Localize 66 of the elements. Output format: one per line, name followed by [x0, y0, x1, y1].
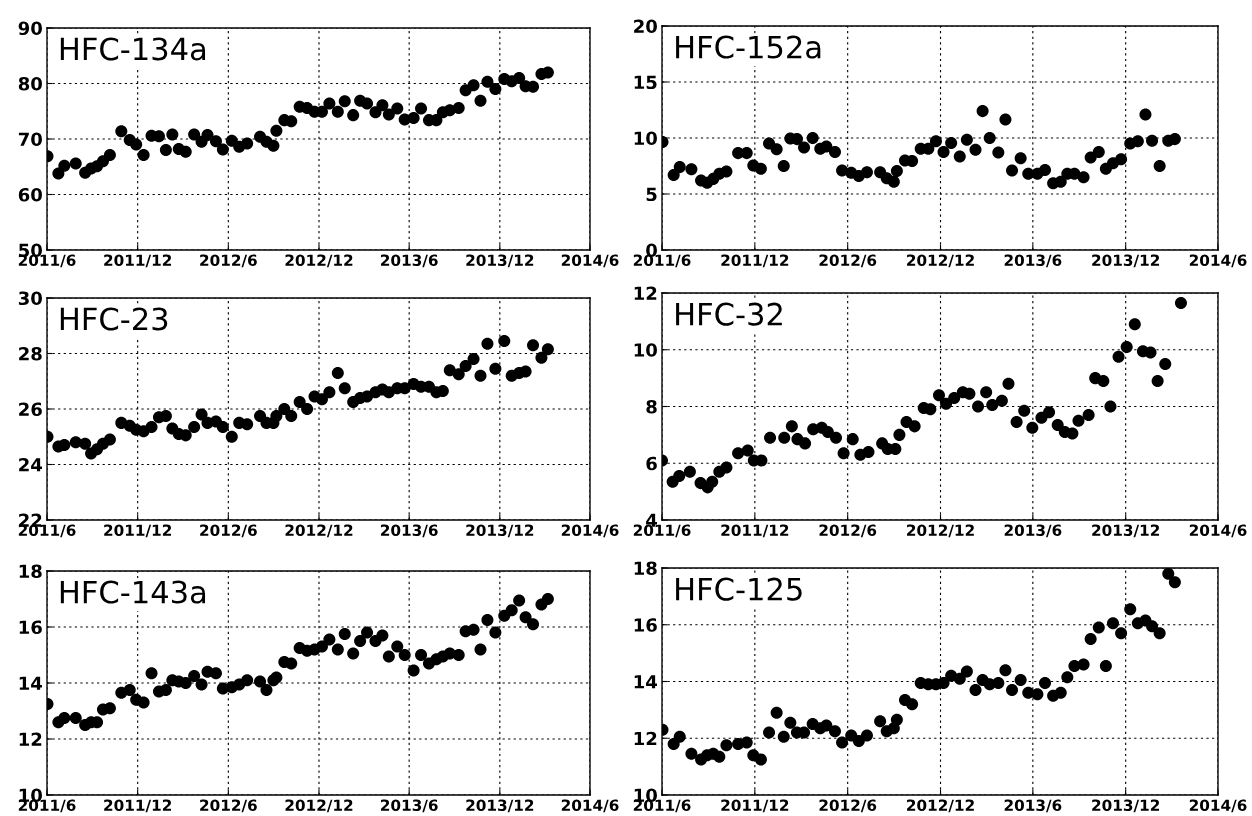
x-tick-label: 2011/12 [721, 799, 789, 813]
x-tick-label: 2013/12 [466, 799, 534, 813]
x-tick-label: 2014/6 [1189, 799, 1247, 813]
x-tick-label: 2014/6 [561, 254, 619, 268]
y-tick-label: 6 [646, 456, 657, 471]
x-tick-label: 2011/12 [104, 254, 172, 268]
x-tick-label: 2014/6 [561, 524, 619, 538]
x-tick-label: 2013/6 [1004, 254, 1062, 268]
x-tick-label: 2012/12 [285, 799, 353, 813]
x-tick-label: 2013/12 [466, 254, 534, 268]
x-tick-label: 2012/12 [907, 799, 974, 813]
chart-title: HFC-134a [60, 37, 206, 61]
x-tick-label: 2011/12 [104, 524, 172, 538]
x-tick-label: 2014/6 [1189, 524, 1247, 538]
y-tick-label: 16 [634, 618, 657, 632]
y-tick-label: 12 [634, 286, 657, 300]
x-tick-label: 2013/12 [1092, 254, 1160, 268]
chart-title: HFC-152a [676, 35, 821, 59]
x-tick-label: 2012/12 [907, 524, 974, 538]
x-tick-label: 2013/12 [1092, 799, 1160, 813]
x-tick-label: 2013/6 [381, 799, 438, 813]
y-tick-label: 14 [19, 676, 42, 690]
y-tick-label: 10 [634, 343, 657, 357]
y-tick-label: 10 [634, 131, 657, 146]
x-tick-label: 2012/6 [200, 254, 257, 268]
x-tick-label: 2011/12 [721, 254, 789, 268]
x-tick-label: 2013/12 [1092, 524, 1160, 538]
y-tick-label: 28 [19, 346, 42, 361]
y-tick-label: 30 [18, 291, 42, 306]
x-tick-label: 2013/6 [1004, 524, 1062, 538]
x-tick-label: 2012/6 [200, 524, 257, 538]
x-tick-label: 2012/12 [285, 254, 353, 268]
x-tick-label: 2012/6 [819, 524, 877, 538]
y-tick-label: 15 [634, 75, 657, 90]
x-tick-label: 2012/12 [285, 524, 353, 538]
y-tick-label: 26 [19, 402, 42, 417]
x-tick-label: 2012/6 [200, 799, 257, 813]
y-tick-label: 14 [634, 675, 657, 689]
chart-title: HFC-143a [60, 580, 206, 604]
x-tick-label: 2011/12 [721, 524, 789, 538]
y-tick-label: 70 [18, 132, 42, 147]
y-tick-label: 18 [19, 564, 42, 579]
y-tick-label: 80 [18, 76, 42, 91]
y-tick-label: 16 [19, 620, 42, 635]
y-tick-label: 18 [634, 561, 657, 576]
x-tick-label: 2013/6 [381, 524, 438, 538]
x-tick-label: 2013/12 [466, 524, 534, 538]
x-tick-label: 2012/6 [819, 799, 877, 813]
chart-title: HFC-125 [676, 577, 802, 601]
y-tick-label: 8 [646, 399, 657, 414]
y-tick-label: 24 [19, 457, 42, 472]
x-tick-label: 2011/12 [104, 799, 172, 813]
x-tick-label: 2013/6 [381, 254, 438, 268]
chart-title: HFC-23 [60, 307, 168, 331]
x-tick-label: 2014/6 [1189, 254, 1247, 268]
x-tick-label: 2014/6 [561, 799, 619, 813]
chart-title: HFC-32 [676, 302, 782, 326]
y-tick-label: 90 [18, 21, 42, 36]
x-tick-label: 2012/12 [907, 254, 974, 268]
x-tick-label: 2013/6 [1004, 799, 1062, 813]
y-tick-label: 5 [646, 187, 657, 202]
y-tick-label: 60 [18, 187, 42, 202]
y-tick-label: 12 [19, 732, 42, 746]
y-tick-label: 12 [634, 731, 657, 746]
y-tick-label: 20 [634, 19, 657, 34]
x-tick-label: 2012/6 [819, 254, 877, 268]
